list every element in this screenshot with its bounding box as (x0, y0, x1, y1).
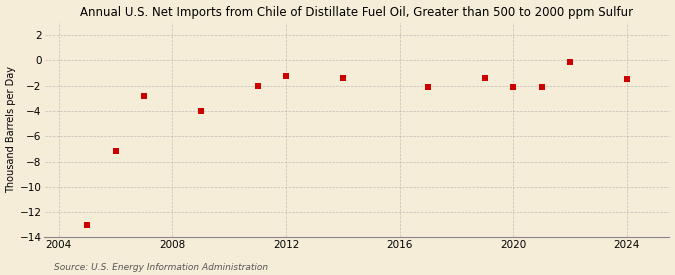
Point (536, 85, 547, 89)
Point (564, 59, 575, 64)
Title: Annual U.S. Net Imports from Chile of Distillate Fuel Oil, Greater than 500 to 2: Annual U.S. Net Imports from Chile of Di… (80, 6, 634, 18)
Point (110, 149, 121, 154)
Point (338, 76, 348, 80)
Point (138, 94, 149, 98)
Point (508, 85, 518, 89)
Point (423, 85, 433, 89)
Y-axis label: Thousand Barrels per Day: Thousand Barrels per Day (5, 67, 16, 193)
Point (479, 76, 490, 80)
Point (622, 77, 632, 82)
Text: Source: U.S. Energy Information Administration: Source: U.S. Energy Information Administ… (54, 263, 268, 272)
Point (252, 84, 263, 88)
Point (281, 73, 292, 78)
Point (82, 222, 92, 227)
Point (195, 109, 206, 113)
